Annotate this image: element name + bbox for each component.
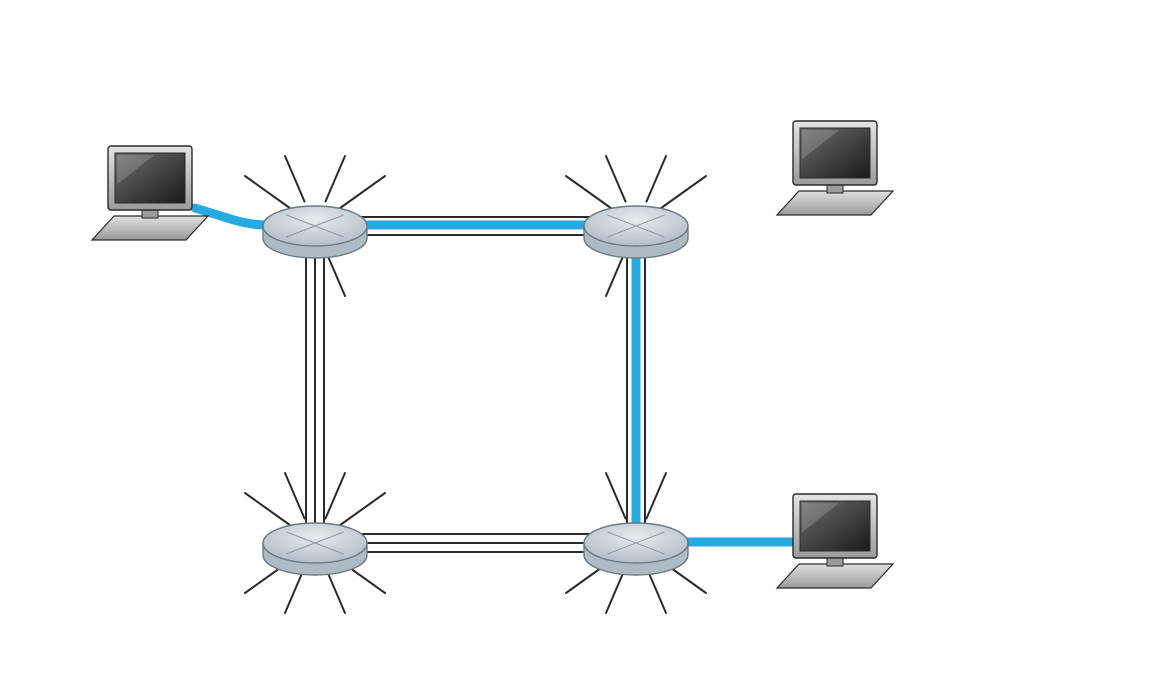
router-bottom-left [263,523,367,575]
pc-top-right [777,121,893,215]
pc-bottom-right [777,494,893,588]
canvas-background [0,0,1152,684]
router-bottom-right [584,523,688,575]
router-top-left [263,206,367,258]
router-top-right [584,206,688,258]
pc-top-left [92,146,208,240]
